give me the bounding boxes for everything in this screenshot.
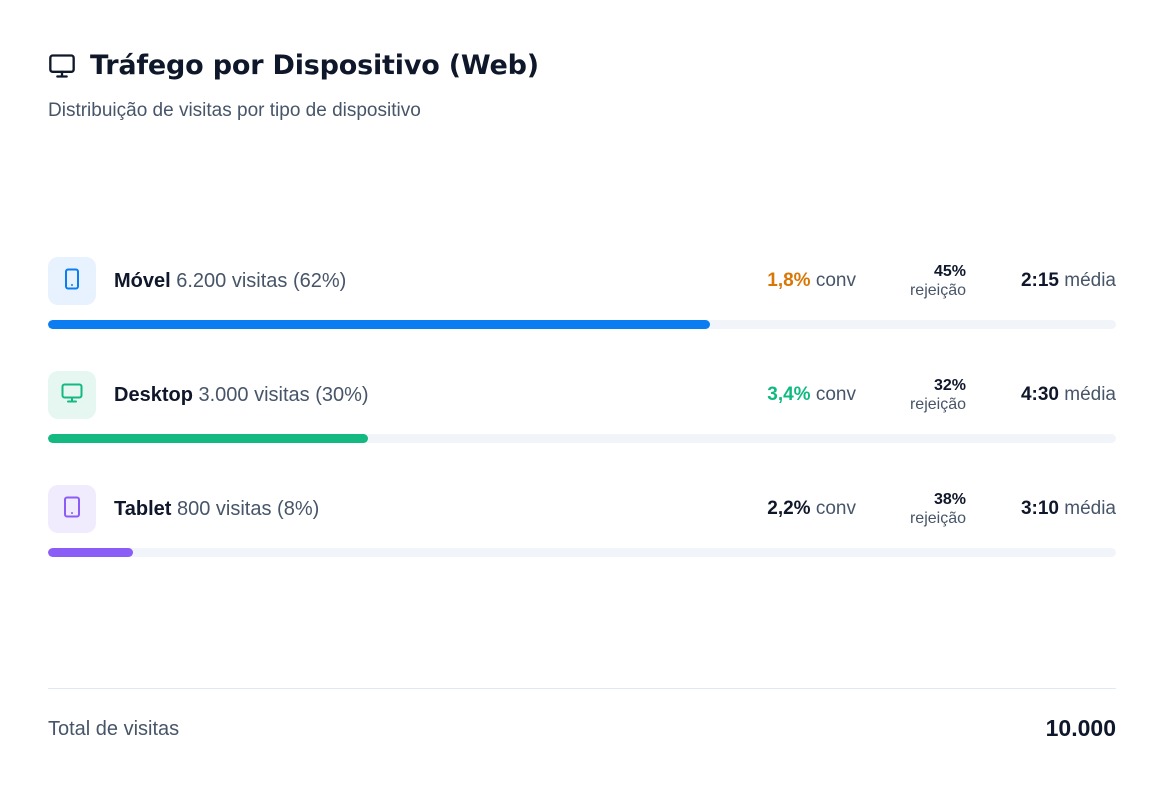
share-progress-track [48, 434, 1116, 443]
conversion-value: 1,8% [767, 270, 811, 291]
conversion-label: conv [815, 270, 856, 291]
device-metrics: 1,8% conv 45% rejeição 2:15 média [736, 257, 1116, 305]
share-progress-track [48, 548, 1116, 557]
device-name: Desktop [114, 383, 193, 406]
average-label: média [1064, 498, 1116, 519]
average-value: 2:15 [1020, 270, 1059, 291]
conversion-value: 3,4% [767, 384, 811, 405]
device-metrics: 3,4% conv 32% rejeição 4:30 média [736, 371, 1116, 419]
device-row-mobile: Móvel 6.200 visitas (62%) 1,8% conv 45% … [48, 257, 1116, 371]
monitor-icon [60, 381, 84, 410]
monitor-icon [48, 52, 76, 80]
device-icon-badge [48, 371, 96, 419]
bounce-label: rejeição [909, 282, 966, 299]
card-header: Tráfego por Dispositivo (Web) [48, 50, 539, 81]
total-visits-value: 10.000 [1045, 715, 1116, 741]
conversion-label: conv [815, 384, 856, 405]
average-duration: 2:15 média [966, 270, 1116, 292]
device-name: Móvel [114, 269, 171, 292]
device-list: Móvel 6.200 visitas (62%) 1,8% conv 45% … [48, 257, 1116, 599]
smartphone-icon [60, 267, 84, 296]
device-visits: 6.200 visitas (62%) [176, 269, 347, 292]
device-label: Desktop 3.000 visitas (30%) [114, 384, 369, 407]
share-progress-track [48, 320, 1116, 329]
bounce-value: 38% [933, 490, 966, 508]
bounce-value: 32% [933, 376, 966, 394]
footer-divider [48, 688, 1116, 689]
average-value: 4:30 [1020, 384, 1059, 405]
average-label: média [1064, 384, 1116, 405]
bounce-value: 45% [933, 262, 966, 280]
page-subtitle: Distribuição de visitas por tipo de disp… [48, 100, 421, 121]
share-progress-fill [48, 320, 711, 329]
average-duration: 3:10 média [966, 498, 1116, 520]
average-label: média [1064, 270, 1116, 291]
average-value: 3:10 [1020, 498, 1059, 519]
bounce-rate: 45% rejeição [856, 262, 966, 300]
page-title: Tráfego por Dispositivo (Web) [90, 50, 539, 81]
conversion-label: conv [815, 498, 856, 519]
device-icon-badge [48, 257, 96, 305]
share-progress-fill [48, 434, 369, 443]
share-progress-fill [48, 548, 134, 557]
device-label: Tablet 800 visitas (8%) [114, 498, 319, 521]
total-visits-label: Total de visitas [48, 718, 180, 740]
bounce-label: rejeição [909, 510, 966, 527]
device-row-desktop: Desktop 3.000 visitas (30%) 3,4% conv 32… [48, 371, 1116, 485]
device-icon-badge [48, 485, 96, 533]
tablet-icon [60, 495, 84, 524]
device-visits: 3.000 visitas (30%) [198, 383, 369, 406]
bounce-rate: 38% rejeição [856, 490, 966, 528]
device-label: Móvel 6.200 visitas (62%) [114, 270, 346, 293]
conversion-rate: 2,2% conv [736, 498, 856, 520]
bounce-label: rejeição [909, 396, 966, 413]
bounce-rate: 32% rejeição [856, 376, 966, 414]
device-metrics: 2,2% conv 38% rejeição 3:10 média [736, 485, 1116, 533]
device-visits: 800 visitas (8%) [176, 497, 320, 520]
device-name: Tablet [114, 497, 172, 520]
conversion-value: 2,2% [767, 498, 811, 519]
conversion-rate: 1,8% conv [736, 270, 856, 292]
average-duration: 4:30 média [966, 384, 1116, 406]
conversion-rate: 3,4% conv [736, 384, 856, 406]
device-row-tablet: Tablet 800 visitas (8%) 2,2% conv 38% re… [48, 485, 1116, 599]
